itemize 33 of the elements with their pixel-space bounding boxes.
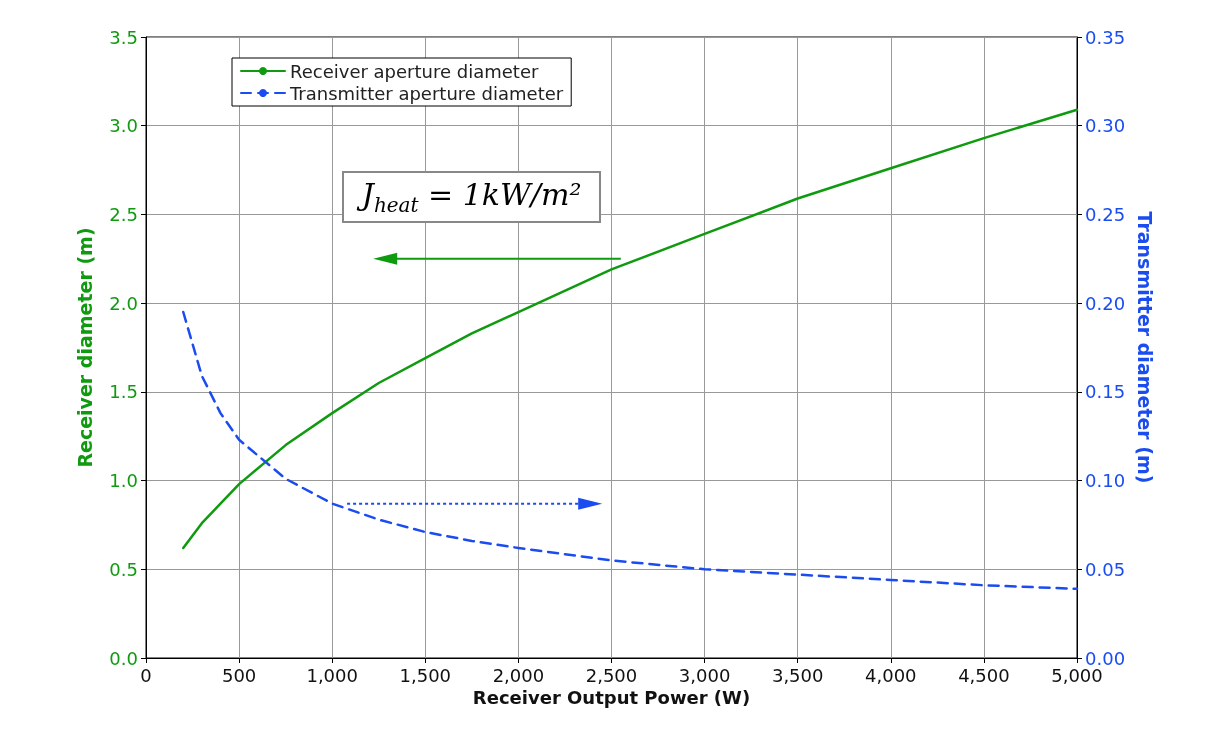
x-tick-label: 0 <box>140 664 152 686</box>
line-series <box>181 310 1079 591</box>
y-tick-label: 1.0 <box>109 470 138 492</box>
y2-tick-label: 0.10 <box>1085 470 1126 492</box>
y-tick-label: 2.5 <box>109 203 138 225</box>
x-tick-label: 1,000 <box>306 664 358 686</box>
y-tick-label: 0.5 <box>109 558 138 580</box>
x-tick-label: 4,000 <box>865 664 917 686</box>
x-tick-label: 4,500 <box>958 664 1010 686</box>
y-tick-label: 0.0 <box>109 647 138 669</box>
x-tick-label: 3,500 <box>771 664 824 686</box>
y2-tick-label: 0.25 <box>1085 203 1126 225</box>
y-tick-label: 3.5 <box>109 26 138 48</box>
y-tick-label: 1.5 <box>109 381 138 403</box>
x-tick-label: 1,500 <box>399 664 452 686</box>
y2-tick-label: 0.30 <box>1085 115 1126 137</box>
y2-tick-label: 0.20 <box>1085 292 1126 314</box>
x-tick-label: 3,000 <box>678 664 731 686</box>
x-tick-label: 2,000 <box>492 664 545 686</box>
y2-axis-title: Transmitter diameter (m) <box>1134 211 1157 484</box>
y-axis-title: Receiver diameter (m) <box>73 227 96 468</box>
line-series <box>181 108 1079 550</box>
y2-tick-label: 0.35 <box>1085 26 1126 48</box>
x-axis-title: Receiver Output Power (W) <box>472 687 751 709</box>
y2-tick-label: 0.05 <box>1085 558 1126 580</box>
y-tick-label: 2.0 <box>109 292 138 314</box>
y2-tick-label: 0.15 <box>1085 381 1126 403</box>
legend-label: Receiver aperture diameter <box>290 60 539 82</box>
y-tick-label: 3.0 <box>109 115 138 137</box>
legend-label: Transmitter aperture diameter <box>289 82 564 104</box>
x-tick-label: 2,500 <box>585 664 638 686</box>
annotation: J$_{heat}$ = 1kW/m² <box>341 170 602 223</box>
x-tick-label: 500 <box>221 664 257 686</box>
